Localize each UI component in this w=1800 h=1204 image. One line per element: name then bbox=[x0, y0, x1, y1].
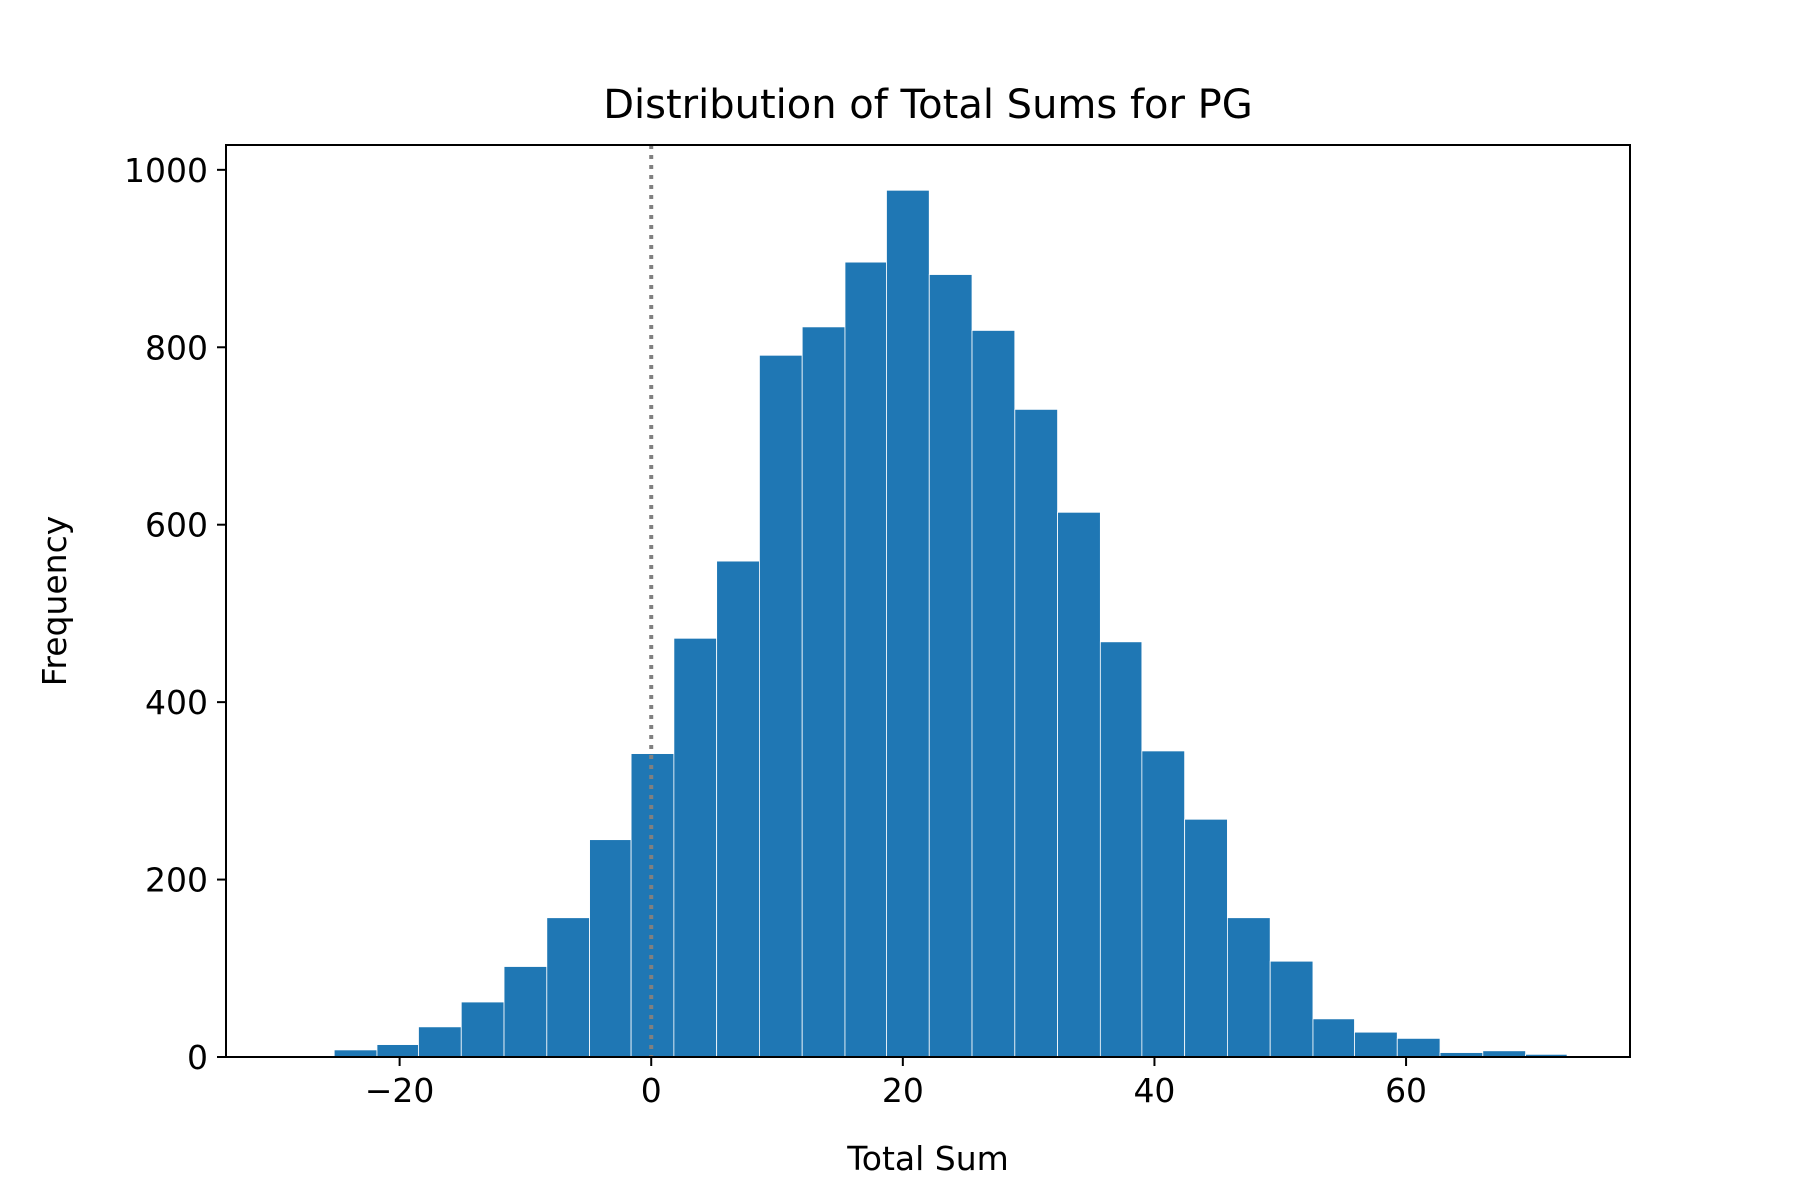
x-axis-ticks: −20 0 20 40 60 bbox=[365, 1057, 1427, 1110]
x-tick-label-2: 20 bbox=[882, 1071, 924, 1110]
histogram-bar-25 bbox=[1396, 1037, 1441, 1058]
chart-title: Distribution of Total Sums for PG bbox=[603, 82, 1253, 128]
histogram-bar-2 bbox=[418, 1026, 462, 1058]
histogram-bar-21 bbox=[1227, 917, 1271, 1058]
y-axis-ticks: 0 200 400 600 800 1000 bbox=[124, 151, 226, 1077]
histogram-bar-11 bbox=[801, 326, 846, 1058]
histogram-bar-12 bbox=[844, 261, 887, 1058]
y-tick-label-3: 600 bbox=[145, 506, 208, 545]
y-tick-label-0: 0 bbox=[187, 1038, 208, 1077]
histogram-bar-8 bbox=[673, 637, 718, 1058]
histogram-bar-18 bbox=[1099, 641, 1143, 1058]
y-tick-label-1: 200 bbox=[145, 861, 208, 900]
histogram-bar-13 bbox=[886, 189, 930, 1058]
histogram-bar-20 bbox=[1184, 818, 1228, 1058]
x-tick-label-3: 40 bbox=[1133, 1071, 1175, 1110]
histogram-bar-15 bbox=[971, 330, 1016, 1058]
histogram-bar-16 bbox=[1014, 408, 1058, 1058]
x-tick-label-0: −20 bbox=[365, 1071, 435, 1110]
histogram-bar-6 bbox=[589, 839, 632, 1058]
histogram-bar-9 bbox=[716, 560, 760, 1058]
histogram-bar-19 bbox=[1141, 750, 1186, 1058]
y-tick-label-4: 800 bbox=[145, 328, 208, 367]
x-tick-label-4: 60 bbox=[1385, 1071, 1427, 1110]
histogram-bar-3 bbox=[460, 1001, 505, 1058]
histogram-bar-10 bbox=[759, 354, 803, 1058]
histogram-bar-22 bbox=[1269, 960, 1314, 1058]
histogram-bar-24 bbox=[1354, 1031, 1398, 1058]
histogram-bar-5 bbox=[546, 917, 590, 1058]
y-tick-label-5: 1000 bbox=[124, 151, 208, 190]
y-tick-label-2: 400 bbox=[145, 683, 208, 722]
histogram-bar-17 bbox=[1057, 511, 1101, 1058]
histogram-bar-4 bbox=[503, 966, 548, 1058]
histogram-bar-0 bbox=[333, 1049, 378, 1058]
y-axis-label: Frequency bbox=[35, 516, 74, 686]
x-axis-label: Total Sum bbox=[846, 1139, 1009, 1178]
histogram-bar-23 bbox=[1312, 1018, 1355, 1058]
plot-area-frame bbox=[225, 144, 1631, 1058]
histogram-bar-14 bbox=[928, 274, 973, 1058]
x-tick-label-1: 0 bbox=[641, 1071, 662, 1110]
bars-layer bbox=[333, 189, 1568, 1058]
histogram-bar-1 bbox=[376, 1044, 419, 1058]
